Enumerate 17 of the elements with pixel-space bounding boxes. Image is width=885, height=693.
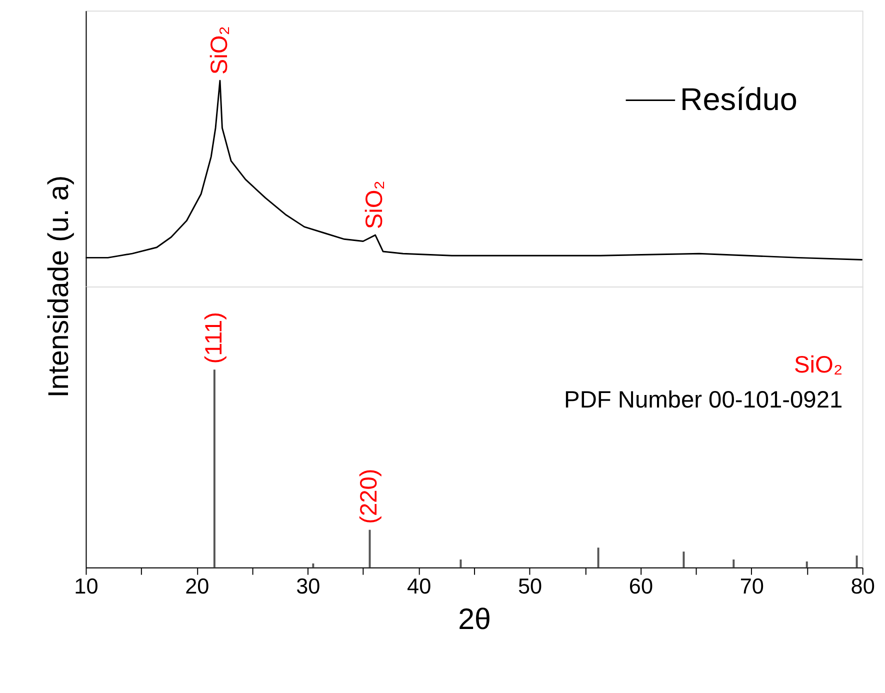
annotation: (111)	[201, 312, 228, 364]
y-axis-title: Intensidade (u. a)	[43, 175, 75, 398]
x-tick-label: 20	[185, 574, 210, 599]
annotation: SiO₂	[206, 26, 233, 75]
annotation: PDF Number 00-101-0921	[564, 388, 843, 414]
x-tick-label: 70	[740, 574, 764, 599]
x-tick-label: 60	[628, 574, 653, 599]
annotation: SiO₂	[362, 180, 388, 230]
x-tick-label: 40	[407, 574, 432, 599]
annotation: (220)	[356, 468, 383, 524]
x-tick-label: 10	[74, 574, 98, 599]
x-tick-label: 80	[850, 574, 875, 599]
x-axis-title: 2θ	[458, 603, 491, 636]
x-tick-label: 30	[296, 574, 320, 599]
annotation: SiO₂	[794, 352, 843, 378]
x-tick-label: 50	[518, 574, 542, 599]
legend-label: Resíduo	[680, 81, 798, 118]
